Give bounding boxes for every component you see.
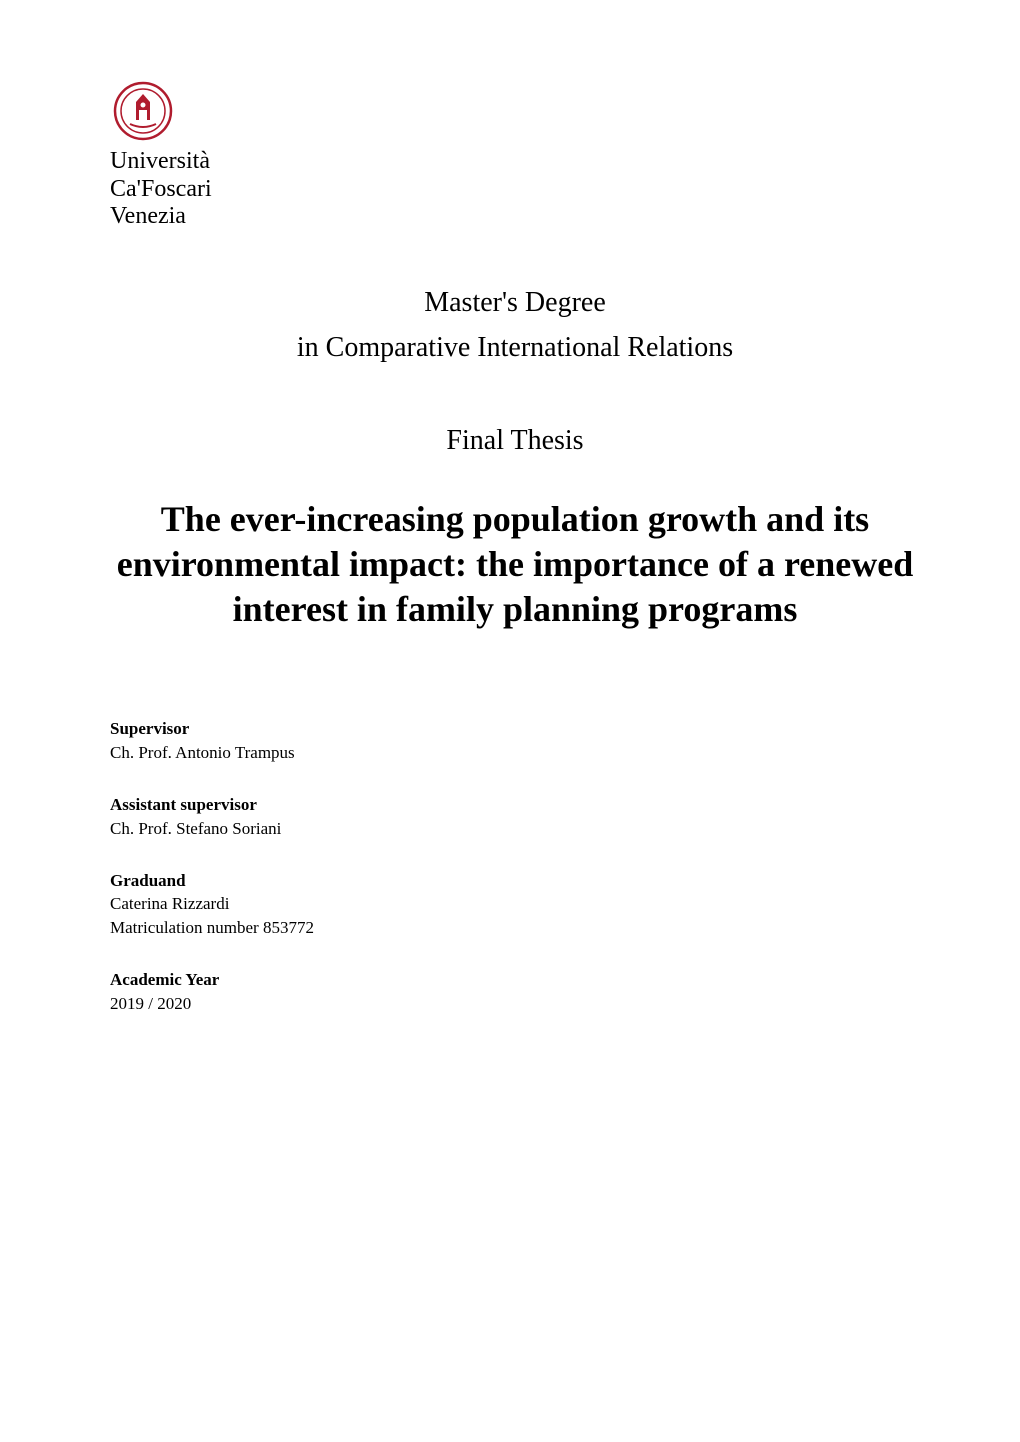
assistant-supervisor-value: Ch. Prof. Stefano Soriani [110,817,920,841]
graduand-name: Caterina Rizzardi [110,892,920,916]
final-thesis-block: Final Thesis [110,425,920,457]
supervisor-label: Supervisor [110,717,920,741]
uni-name-line-3: Venezia [110,203,920,231]
uni-name-line-1: Università [110,148,920,176]
graduand-matric: Matriculation number 853772 [110,916,920,940]
academic-year-label: Academic Year [110,968,920,992]
supervisor-value: Ch. Prof. Antonio Trampus [110,741,920,765]
academic-year-section: Academic Year 2019 / 2020 [110,968,920,1016]
graduand-label: Graduand [110,869,920,893]
final-thesis-label: Final Thesis [110,425,920,457]
uni-name-line-2: Ca'Foscari [110,176,920,204]
assistant-supervisor-section: Assistant supervisor Ch. Prof. Stefano S… [110,793,920,841]
thesis-title-block: The ever-increasing population growth an… [110,497,920,632]
graduand-section: Graduand Caterina Rizzardi Matriculation… [110,869,920,940]
degree-line-1: Master's Degree [110,281,920,326]
degree-line-2: in Comparative International Relations [110,326,920,371]
academic-year-value: 2019 / 2020 [110,992,920,1016]
degree-block: Master's Degree in Comparative Internati… [110,281,920,371]
thesis-title: The ever-increasing population growth an… [110,497,920,632]
assistant-supervisor-label: Assistant supervisor [110,793,920,817]
university-seal-icon [112,80,174,142]
supervisor-section: Supervisor Ch. Prof. Antonio Trampus [110,717,920,765]
university-logo-block: Università Ca'Foscari Venezia [110,80,920,231]
university-name: Università Ca'Foscari Venezia [110,148,920,231]
